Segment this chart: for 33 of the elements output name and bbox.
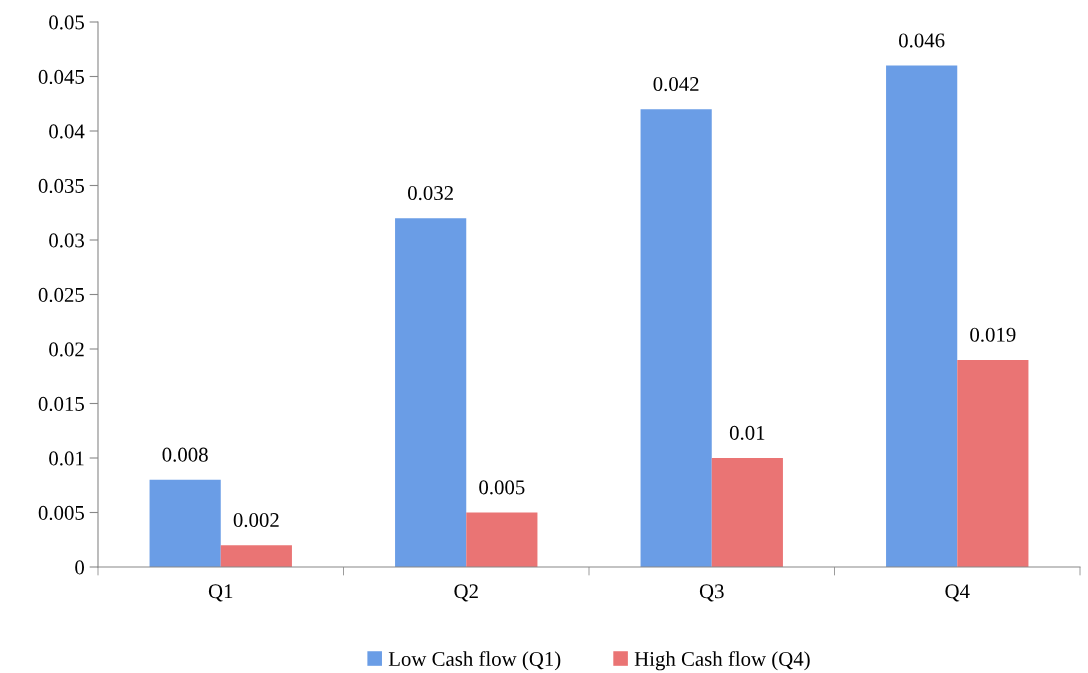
y-tick-label: 0.03 [49, 233, 84, 248]
y-tick-label: 0.05 [49, 15, 84, 30]
y-tick-label: 0.015 [38, 396, 84, 412]
bar [957, 359, 1029, 567]
data-label: 0.008 [162, 447, 208, 462]
y-tick-label: 0.045 [38, 69, 84, 85]
x-tick-label: Q2 [454, 584, 478, 602]
data-label: 0.032 [408, 186, 453, 201]
y-tick-label: 0.01 [49, 451, 84, 466]
x-tick-label: Q4 [945, 584, 970, 602]
data-label: 0.042 [653, 77, 699, 92]
y-tick-label: 0.005 [38, 505, 84, 521]
legend-label: Low Cash flow (Q1) [388, 651, 561, 671]
bar [149, 479, 221, 567]
bar [220, 545, 292, 567]
bar [466, 512, 538, 567]
data-label: 0.01 [729, 425, 765, 440]
bar [711, 458, 783, 567]
bar [395, 218, 467, 567]
data-label: 0.046 [899, 33, 945, 48]
bar [640, 109, 712, 567]
y-tick-label: 0.025 [38, 287, 84, 303]
data-label: 0.005 [479, 480, 525, 495]
y-tick-label: 0.02 [49, 342, 84, 357]
x-tick-label: Q1 [208, 584, 233, 602]
bar [886, 65, 958, 567]
data-label: 0.002 [233, 513, 279, 528]
x-tick-label: Q3 [699, 584, 724, 602]
legend-label: High Cash flow (Q4) [634, 651, 810, 671]
y-tick-label: 0.04 [49, 124, 85, 139]
y-tick-label: 0.035 [38, 178, 84, 194]
data-label: 0.019 [970, 327, 1016, 342]
y-tick-label: 0 [75, 560, 85, 575]
